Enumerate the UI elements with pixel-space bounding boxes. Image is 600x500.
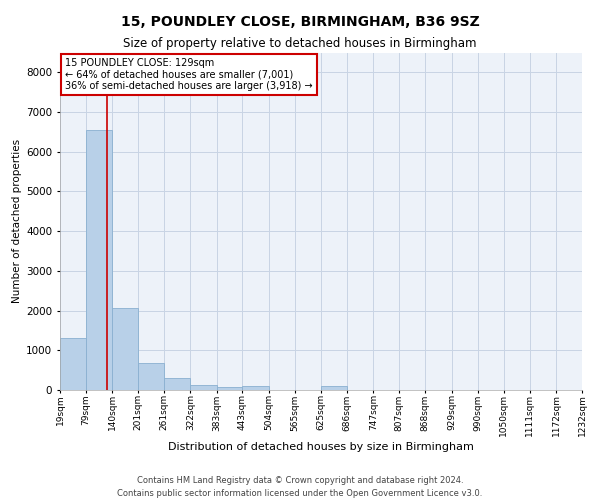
Bar: [321, 386, 347, 390]
Bar: [139, 363, 164, 390]
Y-axis label: Number of detached properties: Number of detached properties: [12, 139, 22, 304]
Bar: [112, 308, 139, 390]
Text: Size of property relative to detached houses in Birmingham: Size of property relative to detached ho…: [123, 38, 477, 51]
Bar: [86, 130, 112, 390]
Text: 15 POUNDLEY CLOSE: 129sqm
← 64% of detached houses are smaller (7,001)
36% of se: 15 POUNDLEY CLOSE: 129sqm ← 64% of detac…: [65, 58, 313, 91]
Text: Contains HM Land Registry data © Crown copyright and database right 2024.
Contai: Contains HM Land Registry data © Crown c…: [118, 476, 482, 498]
Bar: [60, 338, 86, 390]
Bar: [217, 387, 242, 390]
Text: 15, POUNDLEY CLOSE, BIRMINGHAM, B36 9SZ: 15, POUNDLEY CLOSE, BIRMINGHAM, B36 9SZ: [121, 15, 479, 29]
Bar: [190, 385, 217, 390]
Bar: [164, 378, 190, 390]
Bar: [242, 386, 269, 390]
X-axis label: Distribution of detached houses by size in Birmingham: Distribution of detached houses by size …: [168, 442, 474, 452]
